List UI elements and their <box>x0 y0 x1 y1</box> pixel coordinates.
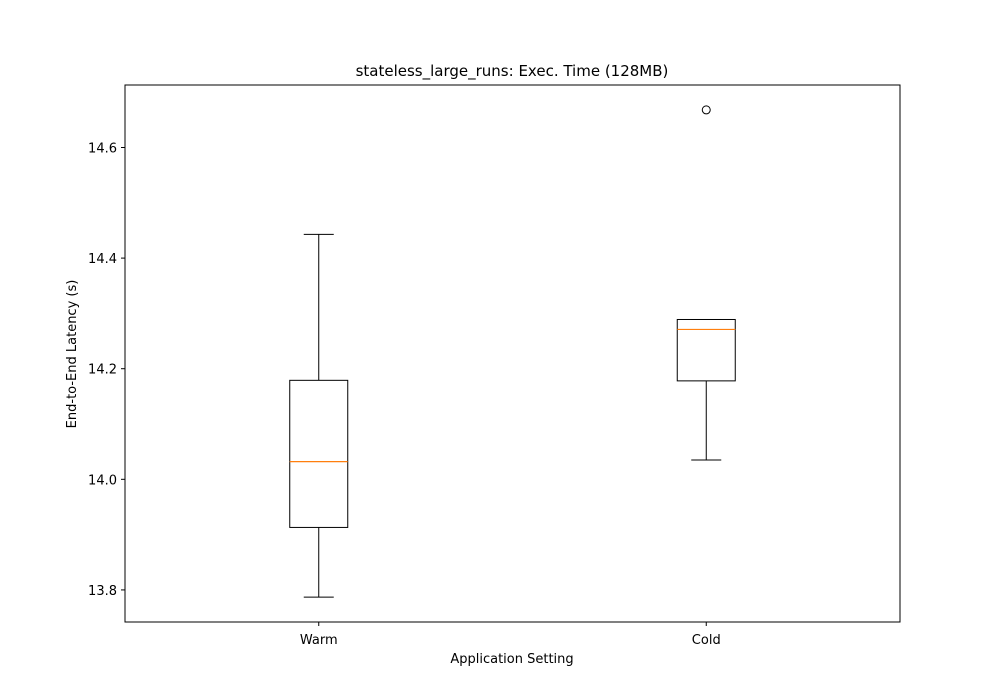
iqr-box <box>289 379 349 528</box>
y-tick-label: 13.8 <box>88 584 117 599</box>
y-tick-label: 14.2 <box>88 363 117 378</box>
x-axis-label: Application Setting <box>450 652 573 667</box>
chart-title: stateless_large_runs: Exec. Time (128MB) <box>356 62 669 81</box>
x-tick-label: Warm <box>300 633 338 648</box>
y-tick-label: 14.0 <box>88 473 117 488</box>
y-tick-label: 14.6 <box>88 141 117 156</box>
outlier-point <box>701 105 711 115</box>
plot-frame <box>124 84 901 623</box>
x-axis: Warm Cold <box>300 622 721 648</box>
y-axis-label: End-to-End Latency (s) <box>65 280 80 429</box>
box-warm <box>289 233 349 598</box>
x-tick-label: Cold <box>692 633 721 648</box>
iqr-box <box>676 318 736 382</box>
y-tick-label: 14.4 <box>88 252 117 267</box>
y-axis: 13.8 14.0 14.2 14.4 14.6 <box>88 141 125 599</box>
box-plots <box>289 105 736 598</box>
box-cold <box>676 105 736 461</box>
